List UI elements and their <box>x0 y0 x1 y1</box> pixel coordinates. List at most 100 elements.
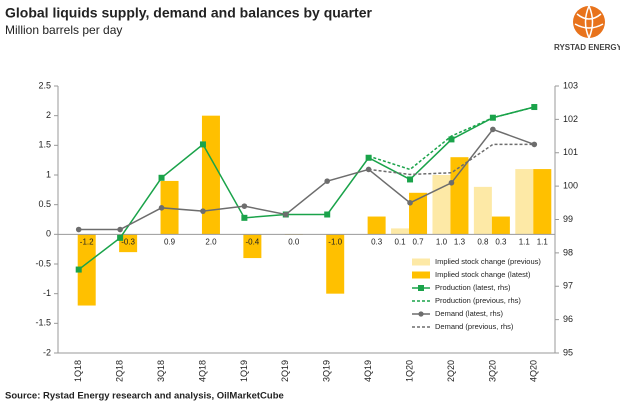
marker <box>324 211 331 218</box>
bar-label: 1.3 <box>454 237 466 246</box>
y-tick-label: -1 <box>43 288 51 298</box>
marker <box>75 266 82 273</box>
marker <box>448 136 455 143</box>
bar <box>77 234 96 306</box>
legend-label: Implied stock change (previous) <box>435 257 541 266</box>
x-tick-label: 3Q19 <box>322 360 332 382</box>
y-tick-label: 1.5 <box>38 140 51 150</box>
bar-label: 0.7 <box>412 237 424 246</box>
y2-tick-label: 98 <box>563 247 573 257</box>
legend-swatch <box>412 258 430 266</box>
line <box>368 143 535 176</box>
y2-tick-label: 103 <box>563 80 578 90</box>
bar <box>515 169 534 235</box>
marker <box>324 178 331 184</box>
marker <box>407 176 414 183</box>
y-tick-label: -0.5 <box>35 258 51 268</box>
y-tick-label: 2 <box>46 110 51 120</box>
y-tick-label: 0 <box>46 229 51 239</box>
marker <box>448 179 455 186</box>
logo: RYSTAD ENERGY <box>554 5 620 52</box>
bar-label: 0.9 <box>164 237 176 246</box>
x-tick-label: 1Q20 <box>404 360 414 382</box>
bar-label: 1.0 <box>436 237 448 246</box>
bar <box>201 115 220 235</box>
logo-globe <box>573 6 605 38</box>
logo-text: RYSTAD ENERGY <box>554 43 620 52</box>
legend-label: Production (previous, rhs) <box>435 296 521 305</box>
y2-tick-label: 96 <box>563 314 573 324</box>
y2-tick-label: 101 <box>563 147 578 157</box>
marker <box>531 141 538 148</box>
y-tick-label: 2.5 <box>38 80 51 90</box>
legend-label: Demand (previous, rhs) <box>435 322 514 331</box>
bar <box>391 228 410 235</box>
marker <box>407 200 413 206</box>
legend-label: Production (latest, rhs) <box>435 283 511 292</box>
bar-label: 0.1 <box>394 237 406 246</box>
y-tick-label: -1.5 <box>35 318 51 328</box>
bar-label: -0.3 <box>121 237 135 246</box>
legend-swatch <box>412 271 430 279</box>
chart-title: Global liquids supply, demand and balanc… <box>5 5 372 21</box>
line <box>78 106 535 271</box>
x-tick-label: 2Q20 <box>446 360 456 382</box>
bar <box>326 234 345 294</box>
bar <box>160 180 179 235</box>
y2-tick-label: 97 <box>563 281 573 291</box>
logo-lines <box>574 5 604 39</box>
source-note: Source: Rystad Energy research and analy… <box>5 391 284 402</box>
x-tick-label: 4Q18 <box>197 360 207 382</box>
bar <box>533 169 552 235</box>
bar-label: 1.1 <box>537 237 549 246</box>
bar <box>367 216 386 235</box>
bar-label: 2.0 <box>205 237 217 246</box>
bar-label: -1.0 <box>328 237 342 246</box>
bar-label: -1.2 <box>80 237 94 246</box>
marker <box>282 211 289 218</box>
bar-label: 0.3 <box>495 237 507 246</box>
x-tick-label: 4Q20 <box>529 360 539 382</box>
line <box>78 128 535 231</box>
bar <box>119 234 138 253</box>
bar-label: 0.8 <box>477 237 489 246</box>
chart-subtitle: Million barrels per day <box>5 23 122 37</box>
x-tick-label: 3Q18 <box>156 360 166 382</box>
marker <box>158 174 165 181</box>
bar-label: 0.0 <box>288 237 300 246</box>
marker <box>531 104 538 111</box>
marker <box>158 205 165 211</box>
x-tick-label: 3Q20 <box>487 360 497 382</box>
marker <box>241 203 248 209</box>
legend-marker <box>418 285 424 291</box>
y-tick-label: -2 <box>43 347 51 357</box>
bar-label: 1.1 <box>519 237 531 246</box>
y-tick-label: 0.5 <box>38 199 51 209</box>
y2-tick-label: 100 <box>563 181 578 191</box>
x-tick-label: 2Q18 <box>115 360 125 382</box>
legend-label: Implied stock change (latest) <box>435 270 531 279</box>
line <box>368 106 535 171</box>
marker <box>117 226 123 233</box>
marker <box>200 208 206 214</box>
legend-marker <box>418 311 424 317</box>
marker <box>365 154 372 161</box>
marker <box>75 226 82 233</box>
bar <box>243 234 262 259</box>
marker <box>117 234 124 241</box>
legend-label: Demand (latest, rhs) <box>435 309 503 318</box>
bar <box>491 216 510 235</box>
y2-tick-label: 102 <box>563 114 578 124</box>
bar-label: -0.4 <box>245 237 259 246</box>
marker <box>241 214 248 221</box>
bar-label: 0.3 <box>371 237 383 246</box>
y2-tick-label: 99 <box>563 214 573 224</box>
y-tick-label: 1 <box>46 169 51 179</box>
x-tick-label: 2Q19 <box>280 360 290 382</box>
bar <box>409 192 428 235</box>
bar <box>450 157 469 235</box>
x-tick-label: 4Q19 <box>363 360 373 382</box>
x-tick-label: 1Q19 <box>239 360 249 382</box>
y2-tick-label: 95 <box>563 347 573 357</box>
